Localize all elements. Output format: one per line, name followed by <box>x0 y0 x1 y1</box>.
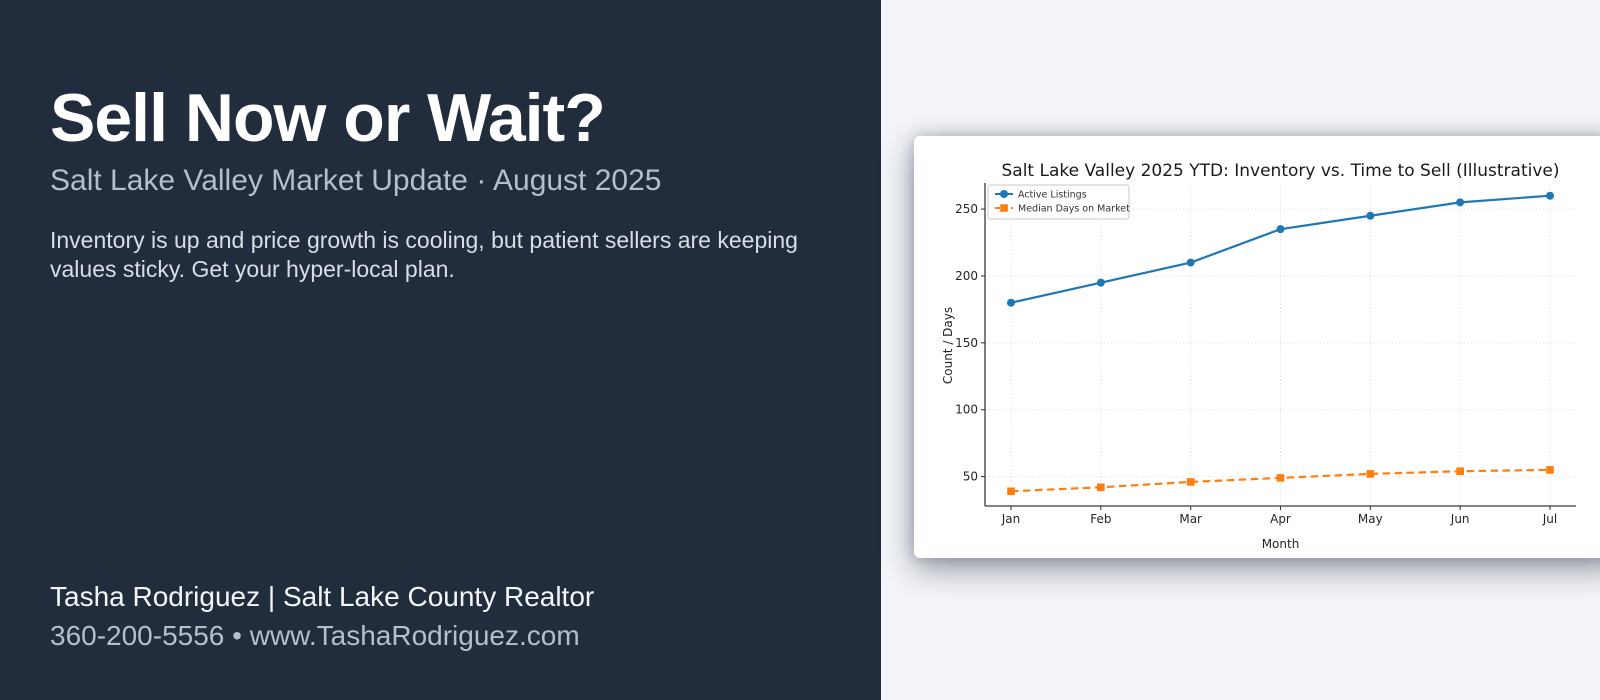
svg-text:Active Listings: Active Listings <box>1018 190 1087 201</box>
svg-text:Median Days on Market: Median Days on Market <box>1018 204 1130 215</box>
svg-text:May: May <box>1358 512 1383 526</box>
body-text: Inventory is up and price growth is cool… <box>50 227 798 282</box>
series-active-listings <box>1007 191 1554 307</box>
svg-text:Month: Month <box>1262 537 1300 551</box>
chart-grid <box>985 185 1576 506</box>
chart-ylabel: Count / Days <box>941 307 955 384</box>
svg-text:100: 100 <box>955 403 978 417</box>
svg-text:Jun: Jun <box>1450 512 1470 526</box>
svg-text:Jan: Jan <box>1001 512 1021 526</box>
svg-text:Jul: Jul <box>1542 512 1557 526</box>
hero-panel: Sell Now or Wait? Salt Lake Valley Marke… <box>0 0 881 700</box>
market-chart-card: 50 100 150 200 250 Jan Feb Mar Apr May Jun Jul Salt … <box>914 136 1600 558</box>
chart-legend: Active Listings Median Days on Market <box>987 184 1130 220</box>
agent-footer: Tasha Rodriguez | Salt Lake County Realt… <box>50 581 594 652</box>
agent-contact-line: 360-200-5556 • www.TashaRodriguez.com <box>50 620 580 651</box>
svg-text:50: 50 <box>963 470 978 484</box>
svg-text:250: 250 <box>955 202 978 216</box>
subtitle: Salt Lake Valley Market Update · August … <box>50 164 662 197</box>
svg-text:Count / Days: Count / Days <box>941 307 955 384</box>
chart-ticks: 50 100 150 200 250 Jan Feb Mar Apr May Jun Jul <box>955 202 1557 526</box>
series-median-days-on-market <box>1007 466 1554 496</box>
agent-name-line: Tasha Rodriguez | Salt Lake County Realt… <box>50 581 595 612</box>
chart-xlabel: Month <box>1262 537 1300 551</box>
headline: Sell Now or Wait? <box>50 80 606 156</box>
svg-text:Salt Lake Valley 2025 YTD: Inv: Salt Lake Valley 2025 YTD: Inventory vs.… <box>1002 161 1560 181</box>
svg-text:Mar: Mar <box>1179 512 1202 526</box>
svg-text:Feb: Feb <box>1090 512 1111 526</box>
chart-title: Salt Lake Valley 2025 YTD: Inventory vs.… <box>1002 161 1560 181</box>
svg-text:Apr: Apr <box>1270 512 1291 526</box>
svg-text:200: 200 <box>955 269 978 283</box>
svg-text:150: 150 <box>955 336 978 350</box>
hero-content: Sell Now or Wait? Salt Lake Valley Marke… <box>50 84 840 284</box>
market-chart: 50 100 150 200 250 Jan Feb Mar Apr May Jun Jul Salt … <box>941 161 1576 551</box>
